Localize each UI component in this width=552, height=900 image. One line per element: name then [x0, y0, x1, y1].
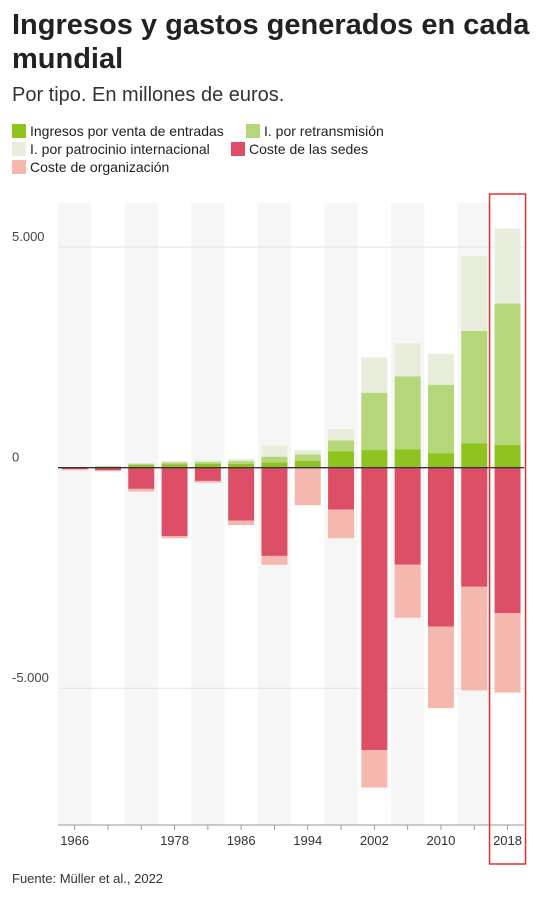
x-tick-label: 1966	[60, 833, 89, 848]
highlight-box	[488, 193, 527, 865]
bar-segment	[261, 555, 288, 565]
bar-segment	[494, 613, 521, 693]
x-tick-label: 2018	[493, 833, 522, 848]
bar-segment	[461, 443, 488, 468]
stacked-bar-chart: 5.000 0 -5.000 1966 1978 1986 1994 2002 2010 2018	[12, 193, 527, 865]
chart-title: Ingresos y gastos generados en cada mund…	[12, 9, 530, 75]
bar-segment	[427, 626, 454, 709]
bar-segment	[128, 462, 155, 464]
bar-segment	[394, 564, 421, 618]
legend-item-sponsorship: I. por patrocinio internacional	[12, 140, 210, 158]
bar-segment	[61, 469, 88, 471]
bar-segment	[427, 384, 454, 454]
bar-segment	[161, 467, 188, 537]
legend-item-ticket: Ingresos por venta de entradas	[12, 122, 224, 140]
legend-swatch-venue-cost	[231, 142, 245, 156]
bar-segment	[328, 451, 355, 468]
bar-segment	[361, 450, 388, 468]
bar-segment	[128, 467, 155, 489]
y-tick-label: -5.000	[12, 670, 49, 685]
bar-segment	[261, 467, 288, 556]
bar-segment	[461, 330, 488, 444]
bar-segment	[228, 458, 255, 462]
bar-segment	[128, 465, 155, 468]
background-band	[191, 203, 225, 825]
legend-item-venue-cost: Coste de las sedes	[231, 140, 368, 158]
y-tick-label: 0	[12, 450, 19, 465]
bar-segment	[361, 357, 388, 393]
bar-segment	[394, 376, 421, 450]
x-tick-label: 2002	[360, 833, 389, 848]
bar-segment	[294, 467, 321, 506]
bar-segment	[427, 353, 454, 385]
background-band	[124, 203, 158, 825]
bar-segment	[128, 463, 155, 466]
bar-segment	[461, 586, 488, 691]
bar-segment	[261, 445, 288, 457]
background-band	[58, 203, 92, 825]
bar-segment	[461, 255, 488, 331]
bar-segment	[228, 467, 255, 521]
legend-label-venue-cost: Coste de las sedes	[249, 141, 369, 157]
bar-segment	[228, 461, 255, 464]
bar-segment	[161, 464, 188, 468]
bar-segment	[328, 509, 355, 539]
bar-segment	[328, 429, 355, 441]
bar-segment	[261, 462, 288, 468]
bar-segment	[361, 392, 388, 451]
bar-segment	[427, 467, 454, 627]
legend-swatch-broadcast	[246, 124, 260, 138]
legend-item-organization-cost: Coste de organización	[12, 158, 169, 176]
bar-segment	[361, 750, 388, 788]
bar-segment	[94, 470, 121, 472]
legend-item-broadcast: I. por retransmisión	[246, 122, 384, 140]
bar-segment	[427, 453, 454, 468]
bar-segment	[494, 467, 521, 614]
x-tick-label: 1978	[160, 833, 189, 848]
legend-label-organization-cost: Coste de organización	[30, 159, 170, 175]
bar-segment	[161, 462, 188, 465]
bar-segment	[94, 467, 121, 471]
bar-segment	[194, 467, 221, 481]
bar-segment	[194, 460, 221, 462]
legend-swatch-sponsorship	[12, 142, 26, 156]
bar-segment	[94, 465, 121, 467]
bar-segment	[128, 488, 155, 492]
bar-segment	[94, 465, 121, 467]
legend-label-ticket: Ingresos por venta de entradas	[30, 123, 224, 139]
bar-segment	[461, 467, 488, 587]
bar-segment	[261, 456, 288, 463]
bar-segment	[494, 444, 521, 468]
x-tick-label: 1994	[293, 833, 322, 848]
legend-label-broadcast: I. por retransmisión	[264, 123, 384, 139]
bar-segment	[161, 536, 188, 539]
bar-segment	[161, 461, 188, 463]
bar-segment	[228, 463, 255, 468]
bar-segment	[394, 449, 421, 468]
chart-subtitle: Por tipo. En millones de euros.	[12, 84, 285, 106]
bar-segment	[494, 303, 521, 445]
legend-label-sponsorship: I. por patrocinio internacional	[30, 141, 210, 157]
bar-segment	[61, 467, 88, 470]
bar-segment	[328, 440, 355, 452]
bar-segment	[294, 461, 321, 468]
x-tick-label: 1986	[227, 833, 256, 848]
bar-segment	[294, 450, 321, 455]
bar-segment	[194, 480, 221, 483]
bar-segment	[494, 228, 521, 304]
y-tick-label: 5.000	[12, 229, 45, 244]
bar-segment	[294, 454, 321, 462]
bar-segment	[194, 463, 221, 468]
bar-segment	[394, 467, 421, 565]
bar-segment	[328, 467, 355, 510]
bar-segment	[361, 467, 388, 751]
bar-segment	[394, 343, 421, 377]
legend-swatch-organization-cost	[12, 160, 26, 174]
source-note: Fuente: Müller et al., 2022	[12, 871, 164, 886]
legend-swatch-ticket	[12, 124, 26, 138]
bar-segment	[228, 520, 255, 526]
bar-segment	[194, 461, 221, 464]
x-tick-label: 2010	[426, 833, 455, 848]
